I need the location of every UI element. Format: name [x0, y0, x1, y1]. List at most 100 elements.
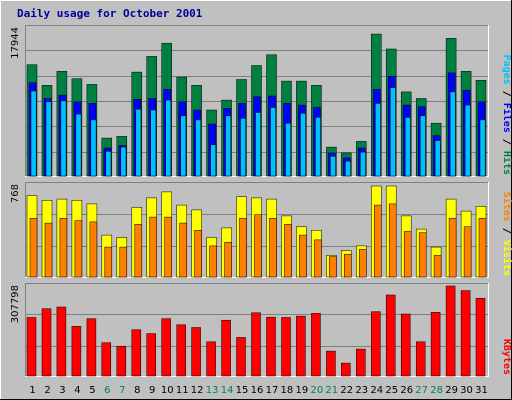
bar-kbytes-30 — [460, 290, 471, 377]
bar-sites-10 — [164, 216, 172, 278]
bar-pages-15 — [240, 118, 246, 177]
bar-pages-2 — [45, 101, 52, 177]
bar-pages-10 — [165, 99, 172, 177]
bar-pages-6 — [105, 151, 112, 177]
bar-kbytes-25 — [385, 294, 396, 377]
chart-title: Daily usage for October 2001 — [17, 7, 203, 20]
bar-kbytes-31 — [475, 297, 486, 377]
legend-entry-kbytes: KBytes — [501, 339, 512, 375]
bar-pages-21 — [330, 155, 336, 177]
bar-kbytes-11 — [176, 324, 186, 377]
bar-sites-2 — [44, 222, 53, 278]
legend-separator: / — [501, 85, 512, 103]
bar-pages-9 — [150, 109, 157, 177]
bar-kbytes-1 — [26, 317, 37, 377]
x-tick-label-30: 30 — [460, 385, 473, 396]
x-tick-label-28: 28 — [430, 385, 443, 396]
bar-sites-5 — [89, 221, 98, 278]
bar-pages-29 — [449, 91, 456, 177]
x-tick-label-20: 20 — [311, 385, 324, 396]
bar-kbytes-6 — [101, 342, 112, 377]
bar-sites-8 — [134, 224, 143, 278]
bar-sites-9 — [149, 216, 157, 278]
bar-pages-5 — [90, 119, 97, 177]
bar-pages-20 — [315, 117, 321, 177]
bar-sites-17 — [269, 218, 277, 278]
x-tick-label-11: 11 — [176, 385, 189, 396]
bar-kbytes-8 — [131, 329, 142, 377]
bar-pages-8 — [135, 108, 142, 177]
bar-sites-23 — [359, 249, 367, 278]
bar-pages-28 — [434, 140, 441, 177]
bar-pages-3 — [60, 100, 67, 177]
bar-sites-7 — [119, 246, 128, 278]
bar-pages-25 — [389, 87, 396, 177]
x-tick-label-8: 8 — [134, 385, 140, 396]
bar-kbytes-13 — [206, 341, 216, 377]
x-tick-label-22: 22 — [340, 385, 353, 396]
bar-pages-17 — [270, 107, 276, 177]
bar-sites-13 — [209, 245, 217, 278]
legend-entry-hits: Hits — [501, 151, 512, 175]
bar-pages-4 — [75, 113, 82, 177]
x-tick-label-26: 26 — [400, 385, 413, 396]
bar-kbytes-14 — [221, 319, 231, 377]
bar-sites-3 — [59, 218, 68, 278]
x-tick-label-3: 3 — [59, 385, 65, 396]
x-tick-label-18: 18 — [281, 385, 294, 396]
bar-sites-30 — [463, 226, 472, 278]
bar-sites-24 — [374, 204, 382, 278]
bar-sites-27 — [418, 232, 427, 278]
bar-sites-31 — [478, 218, 487, 278]
bar-kbytes-3 — [56, 306, 67, 377]
y-max-label-hits: 17944 — [10, 27, 21, 59]
bar-kbytes-16 — [251, 312, 261, 377]
legend-separator: / — [501, 222, 512, 240]
bar-sites-28 — [433, 255, 442, 278]
bar-sites-15 — [239, 218, 247, 278]
bar-kbytes-4 — [71, 326, 82, 377]
bar-sites-20 — [314, 239, 322, 278]
bar-kbytes-27 — [415, 341, 426, 377]
bar-sites-14 — [224, 242, 232, 278]
bar-pages-16 — [255, 112, 261, 177]
bar-sites-26 — [403, 231, 412, 278]
bar-pages-13 — [210, 144, 217, 177]
bar-kbytes-7 — [116, 345, 127, 377]
x-tick-label-15: 15 — [236, 385, 249, 396]
bar-sites-22 — [344, 253, 352, 278]
bar-sites-21 — [329, 256, 337, 278]
bar-pages-23 — [360, 151, 366, 177]
bar-kbytes-2 — [41, 308, 52, 377]
bar-pages-1 — [30, 90, 37, 177]
x-tick-label-10: 10 — [161, 385, 174, 396]
bar-kbytes-9 — [146, 333, 156, 377]
legend-entry-sites: Sites — [501, 192, 512, 222]
x-tick-label-14: 14 — [221, 385, 234, 396]
legend-entry-files: Files — [501, 103, 512, 133]
bar-kbytes-20 — [311, 313, 321, 377]
bar-kbytes-22 — [341, 362, 351, 377]
x-tick-label-17: 17 — [266, 385, 279, 396]
bar-pages-14 — [225, 115, 232, 177]
x-tick-label-24: 24 — [370, 385, 383, 396]
bar-sites-6 — [104, 246, 113, 278]
x-tick-label-4: 4 — [74, 385, 80, 396]
bar-pages-24 — [375, 103, 381, 177]
x-tick-label-7: 7 — [119, 385, 125, 396]
bar-pages-7 — [120, 146, 127, 177]
x-tick-label-12: 12 — [191, 385, 204, 396]
x-tick-label-9: 9 — [149, 385, 155, 396]
x-tick-label-25: 25 — [385, 385, 398, 396]
x-tick-label-31: 31 — [475, 385, 488, 396]
bar-pages-11 — [180, 115, 187, 177]
bar-sites-18 — [284, 224, 292, 278]
bar-kbytes-29 — [445, 285, 456, 377]
bar-pages-12 — [195, 119, 202, 177]
bar-sites-12 — [194, 230, 202, 278]
bar-sites-29 — [448, 218, 457, 278]
legend-entry-visits: Visits — [501, 240, 512, 276]
legend-entry-pages: Pages — [501, 55, 512, 85]
legend-separator: / — [501, 133, 512, 151]
bar-kbytes-10 — [161, 318, 171, 377]
